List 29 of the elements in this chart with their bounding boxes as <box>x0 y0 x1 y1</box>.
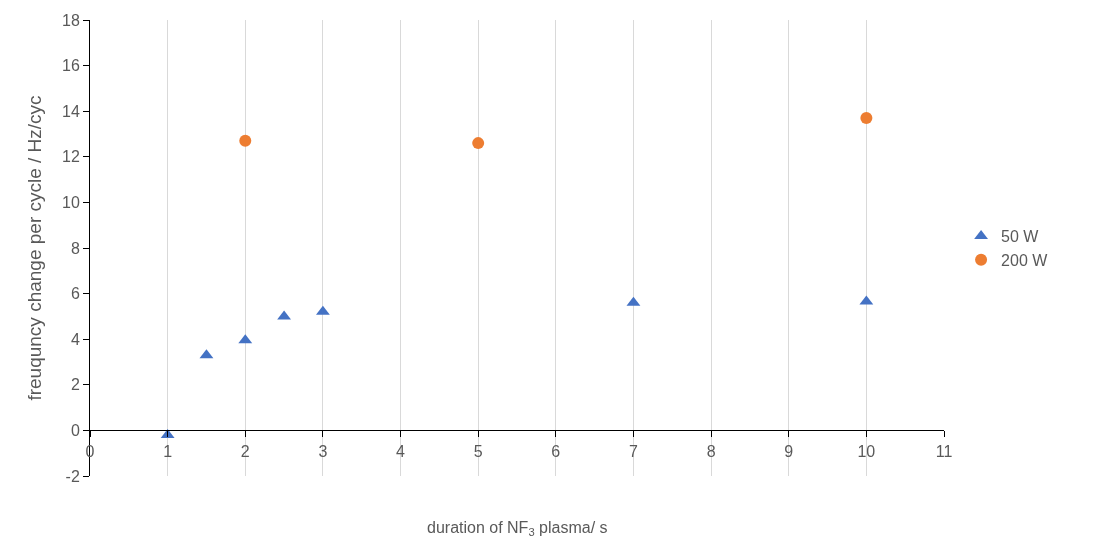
x-tick-label: 6 <box>551 442 561 460</box>
y-tick-label: 0 <box>70 422 80 439</box>
point <box>472 137 485 150</box>
y-tick-label: 12 <box>62 148 80 166</box>
y-tick-label: 8 <box>70 239 80 257</box>
x-tick-label: 9 <box>784 442 794 460</box>
y-tick-label: 10 <box>62 194 80 211</box>
x-tick-label: 7 <box>629 442 638 460</box>
y-tick-label: 16 <box>62 57 80 75</box>
x-tick-label: 10 <box>857 442 876 460</box>
y-axis-title: freuquncy change per cycle / Hz/cyc <box>23 95 45 401</box>
y-tick-label: 14 <box>62 102 80 120</box>
point <box>860 112 873 125</box>
x-tick-label: 3 <box>318 442 328 460</box>
point <box>239 134 252 147</box>
y-tick-label: 4 <box>70 330 80 348</box>
x-tick-label: 8 <box>706 442 716 460</box>
legend-label: 50 W <box>1001 228 1040 246</box>
x-tick-label: 4 <box>396 442 406 460</box>
x-tick-label: 11 <box>935 442 953 460</box>
y-tick-label: 2 <box>70 376 80 394</box>
x-axis-title: duration of NF$_{3}$ plasma/ s <box>427 519 608 539</box>
x-tick-label: 1 <box>163 442 173 460</box>
x-tick-label: 5 <box>473 442 483 460</box>
y-tick-label: 6 <box>70 285 80 303</box>
y-tick-label: 18 <box>62 11 80 29</box>
y-tick-label: -2 <box>65 467 80 485</box>
x-tick-label: 2 <box>240 442 250 460</box>
legend-label: 200 W <box>1001 251 1049 269</box>
